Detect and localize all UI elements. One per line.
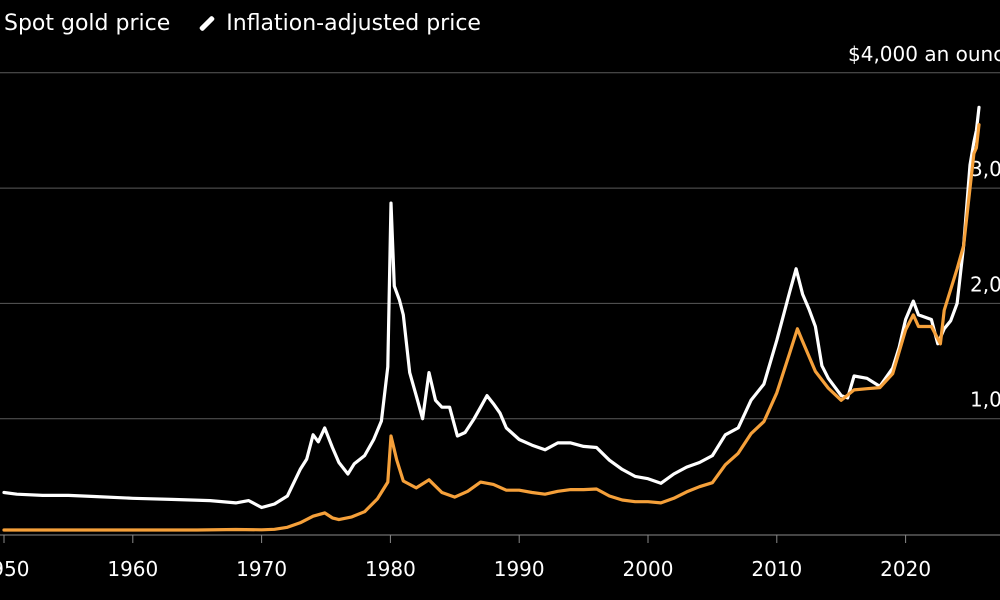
y-tick-label-3000: 3,000 (970, 157, 1000, 181)
y-tick-labels: 1,000 2,000 3,000 $4,000 an ounce (848, 42, 1000, 412)
x-tick-label-2020: 2020 (880, 557, 931, 581)
x-axis: 1950 1960 1970 1980 1990 2000 2010 2020 (0, 534, 1000, 581)
y-tick-label-2000: 2,000 (970, 272, 1000, 296)
series-line-spot-gold-price (2, 123, 981, 532)
x-tick-label-1980: 1980 (365, 557, 416, 581)
x-tick-label-1950: 1950 (0, 557, 29, 581)
legend-item-inflation: Inflation-adjusted price (198, 11, 481, 36)
x-tick-label-2000: 2000 (623, 557, 674, 581)
legend-label-spot: Spot gold price (4, 10, 171, 36)
grid-lines (0, 72, 1000, 420)
legend: Spot gold price Inflation-adjusted price (0, 8, 509, 38)
series-line-inflation-adjusted-price (2, 105, 981, 510)
x-tick-label-1990: 1990 (494, 557, 545, 581)
x-tick-label-2010: 2010 (751, 557, 802, 581)
series-lines (2, 105, 981, 532)
y-tick-label-1000: 1,000 (970, 388, 1000, 412)
x-tick-label-1970: 1970 (236, 557, 287, 581)
legend-label-inflation: Inflation-adjusted price (226, 10, 481, 36)
x-tick-label-1960: 1960 (107, 557, 158, 581)
y-tick-label-4000: $4,000 an ounce (848, 42, 1000, 66)
legend-item-spot: Spot gold price (0, 11, 170, 36)
